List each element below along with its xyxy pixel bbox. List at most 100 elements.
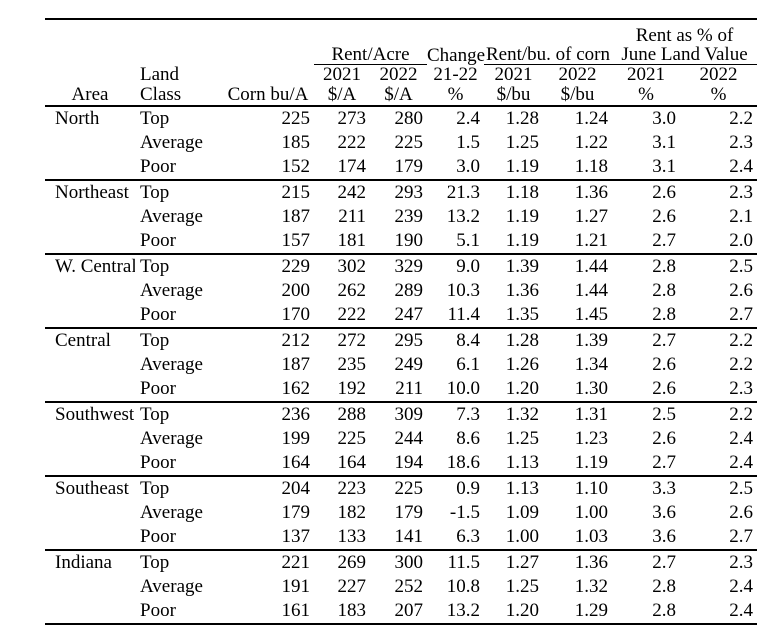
value-cell: 302	[337, 256, 367, 277]
value-cell: 2.6	[652, 182, 676, 203]
value-cell: 3.0	[456, 156, 480, 177]
value-cell: 262	[337, 280, 367, 301]
section-southwest: Southwest Top 236 288 309 7.3 1.32 1.31 2.5 2.2 Av…	[45, 402, 757, 476]
value-cell: 1.23	[574, 428, 608, 449]
table-row: Poor 137 133 141 6.3 1.00 1.03 3.6 2.7	[45, 525, 757, 550]
value-cell: 194	[394, 452, 424, 473]
value-cell: 157	[281, 230, 311, 251]
value-cell: 2.4	[729, 156, 753, 177]
table-row: Average 185 222 225 1.5 1.25 1.22 3.1 2.3	[45, 131, 757, 155]
value-cell: 187	[281, 354, 311, 375]
land-class-cell: Top	[140, 182, 170, 203]
land-class-cell: Average	[140, 428, 203, 449]
value-cell: 2.5	[729, 478, 753, 499]
value-cell: 179	[281, 502, 311, 523]
corn-rent-table: Rent as % of Rent/Acre Change Rent/bu. o…	[45, 18, 757, 625]
value-cell: 1.20	[505, 600, 539, 621]
value-cell: 1.10	[574, 478, 608, 499]
area-cell: Southwest	[55, 404, 135, 425]
value-cell: 1.00	[574, 502, 608, 523]
header-corn-bu: Corn bu/A	[227, 84, 309, 105]
value-cell: 1.13	[505, 452, 539, 473]
value-cell: 0.9	[456, 478, 480, 499]
value-cell: 2.6	[652, 378, 676, 399]
land-class-cell: Average	[140, 354, 203, 375]
value-cell: 1.24	[574, 108, 608, 129]
value-cell: 309	[394, 404, 424, 425]
value-cell: 3.3	[652, 478, 676, 499]
header-year-2022-pct: 2022	[699, 64, 738, 85]
value-cell: 1.20	[505, 378, 539, 399]
value-cell: 1.13	[505, 478, 539, 499]
value-cell: 10.3	[446, 280, 480, 301]
area-cell: Central	[55, 330, 111, 351]
table-row: Average 200 262 289 10.3 1.36 1.44 2.8 2.6	[45, 279, 757, 303]
value-cell: 295	[394, 330, 424, 351]
value-cell: 222	[337, 132, 367, 153]
value-cell: 164	[281, 452, 311, 473]
value-cell: 2.7	[652, 452, 676, 473]
value-cell: 3.0	[652, 108, 676, 129]
value-cell: 227	[337, 576, 367, 597]
value-cell: 181	[337, 230, 367, 251]
value-cell: 2.6	[729, 502, 753, 523]
header-change-years: 21-22	[433, 64, 478, 85]
value-cell: 252	[394, 576, 424, 597]
header-spacer	[45, 19, 612, 45]
section-w-central: W. Central Top 229 302 329 9.0 1.39 1.44 2.8 2.5 A…	[45, 254, 757, 328]
value-cell: 221	[281, 552, 311, 573]
value-cell: 6.1	[456, 354, 480, 375]
value-cell: 272	[337, 330, 367, 351]
value-cell: 1.00	[505, 526, 539, 547]
value-cell: 1.30	[574, 378, 608, 399]
value-cell: 2.8	[652, 600, 676, 621]
header-year-2021-rent: 2021	[323, 64, 361, 85]
value-cell: 222	[337, 304, 367, 325]
land-class-cell: Poor	[140, 156, 176, 177]
value-cell: 223	[337, 478, 367, 499]
value-cell: 249	[394, 354, 424, 375]
value-cell: 1.25	[505, 428, 539, 449]
value-cell: 162	[281, 378, 311, 399]
land-class-cell: Poor	[140, 304, 176, 325]
area-cell: Northeast	[55, 182, 129, 203]
value-cell: 1.5	[456, 132, 480, 153]
value-cell: 2.3	[729, 552, 753, 573]
land-class-cell: Top	[140, 552, 170, 573]
value-cell: 1.19	[574, 452, 608, 473]
area-cell	[45, 377, 135, 402]
value-cell: 239	[394, 206, 424, 227]
value-cell: 199	[281, 428, 311, 449]
value-cell: 1.26	[505, 354, 539, 375]
value-cell: 133	[337, 526, 367, 547]
value-cell: 225	[394, 132, 424, 153]
table-row: Poor 164 164 194 18.6 1.13 1.19 2.7 2.4	[45, 451, 757, 476]
value-cell: 1.32	[505, 404, 539, 425]
value-cell: 280	[394, 108, 424, 129]
value-cell: 1.36	[574, 182, 608, 203]
value-cell: 225	[337, 428, 367, 449]
value-cell: 1.34	[574, 354, 608, 375]
value-cell: 183	[337, 600, 367, 621]
header-land: Land	[140, 64, 180, 85]
value-cell: 1.19	[505, 206, 539, 227]
area-cell	[45, 155, 135, 180]
value-cell: 179	[394, 502, 424, 523]
land-class-cell: Top	[140, 108, 170, 129]
value-cell: 13.2	[446, 600, 480, 621]
land-class-cell: Poor	[140, 452, 176, 473]
table-row: Average 187 235 249 6.1 1.26 1.34 2.6 2.2	[45, 353, 757, 377]
value-cell: 179	[394, 156, 424, 177]
value-cell: 2.4	[729, 600, 753, 621]
table-row: Southwest Top 236 288 309 7.3 1.32 1.31 2.5 2.2	[45, 402, 757, 427]
value-cell: -1.5	[449, 502, 480, 523]
header-spacer	[45, 45, 314, 65]
area-cell	[45, 353, 135, 377]
value-cell: 190	[394, 230, 424, 251]
value-cell: 289	[394, 280, 424, 301]
header-unit-dollar-acre-2021: $/A	[327, 84, 357, 105]
value-cell: 2.4	[729, 576, 753, 597]
area-cell: Southeast	[55, 478, 129, 499]
header-group-rent-acre: Rent/Acre	[314, 45, 427, 65]
land-class-cell: Average	[140, 206, 203, 227]
